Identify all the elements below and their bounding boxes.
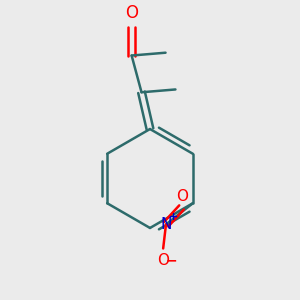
Text: N: N [160,217,172,232]
Text: −: − [165,253,177,267]
Text: O: O [157,253,169,268]
Text: O: O [125,4,138,22]
Text: +: + [169,212,178,222]
Text: O: O [176,188,188,203]
